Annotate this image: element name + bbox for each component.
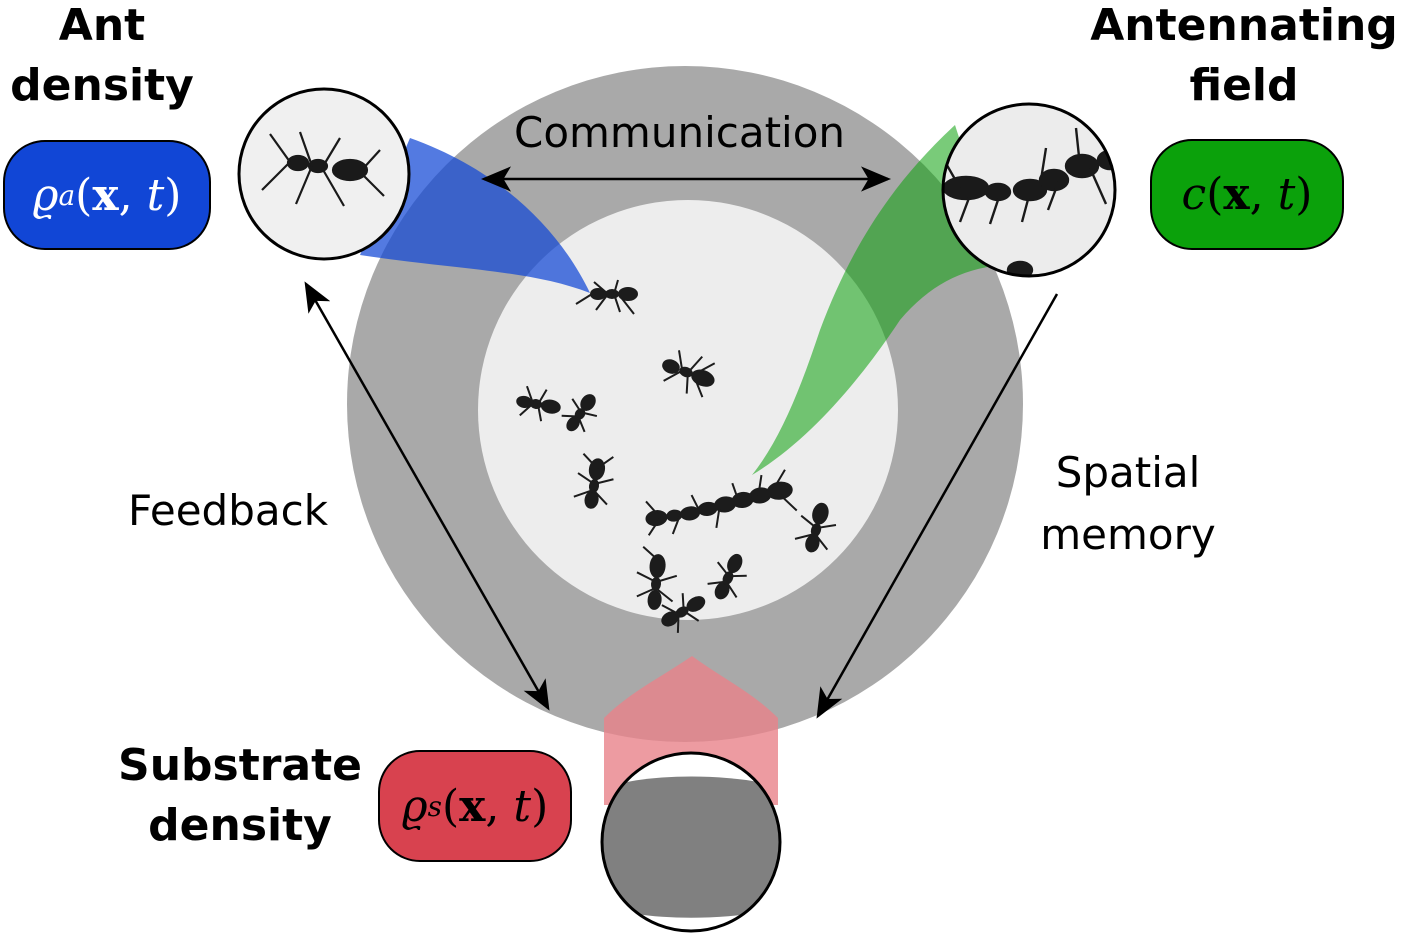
formula-close: ) bbox=[531, 780, 549, 832]
substrate-density-title-line1: Substrate bbox=[118, 740, 362, 791]
ant-silhouettes bbox=[516, 279, 837, 633]
formula-open: ( bbox=[441, 780, 460, 832]
feedback-arrow bbox=[304, 281, 550, 711]
antennating-field-formula: c(x, t) bbox=[1150, 139, 1344, 250]
formula-x: x bbox=[1223, 169, 1250, 220]
ant-density-title-line1: Ant bbox=[58, 0, 146, 51]
substrate-density-zoom bbox=[600, 751, 782, 933]
formula-sep: , bbox=[1249, 169, 1264, 220]
formula-sep: , bbox=[118, 169, 133, 221]
antennating-field-zoom bbox=[941, 102, 1117, 278]
formula-symbol: ϱ bbox=[401, 780, 428, 832]
spatial-memory-label: Spatial memory bbox=[1030, 442, 1226, 566]
ant-density-formula: ϱ a(x, t) bbox=[3, 140, 211, 250]
formula-open: ( bbox=[75, 169, 93, 221]
ant-density-title: Ant density bbox=[0, 0, 204, 116]
spatial-memory-arrow bbox=[816, 293, 1059, 719]
communication-label: Communication bbox=[514, 108, 846, 157]
formula-open: ( bbox=[1206, 169, 1224, 220]
antennating-field-callout bbox=[752, 125, 1000, 475]
formula-t: t bbox=[513, 780, 532, 832]
formula-close: ) bbox=[164, 169, 182, 221]
formula-t: t bbox=[1277, 169, 1296, 220]
formula-x: x bbox=[459, 780, 486, 832]
antennating-field-title-line1: Antennating bbox=[1090, 0, 1398, 51]
petri-dish-arena bbox=[478, 200, 898, 620]
substrate-density-formula: ϱ s(x, t) bbox=[378, 750, 572, 862]
antennating-field-title: Antennating field bbox=[1084, 0, 1404, 116]
ant-density-zoom bbox=[237, 87, 411, 261]
feedback-label: Feedback bbox=[128, 486, 329, 535]
formula-sep: , bbox=[485, 780, 500, 832]
antennating-field-title-line2: field bbox=[1189, 60, 1299, 111]
spatial-memory-label-line1: Spatial bbox=[1055, 448, 1201, 497]
formula-symbol: c bbox=[1181, 169, 1207, 220]
ant-density-callout bbox=[360, 138, 590, 293]
ant-density-title-line2: density bbox=[10, 60, 194, 111]
substrate-density-title-line2: density bbox=[148, 800, 332, 851]
formula-symbol: ϱ bbox=[32, 169, 59, 221]
substrate-density-title: Substrate density bbox=[108, 736, 372, 856]
formula-x: x bbox=[92, 169, 119, 221]
formula-t: t bbox=[146, 169, 165, 221]
formula-subscript: s bbox=[427, 789, 442, 823]
spatial-memory-label-line2: memory bbox=[1040, 510, 1216, 559]
formula-close: ) bbox=[1295, 169, 1313, 220]
formula-subscript: a bbox=[58, 178, 76, 212]
